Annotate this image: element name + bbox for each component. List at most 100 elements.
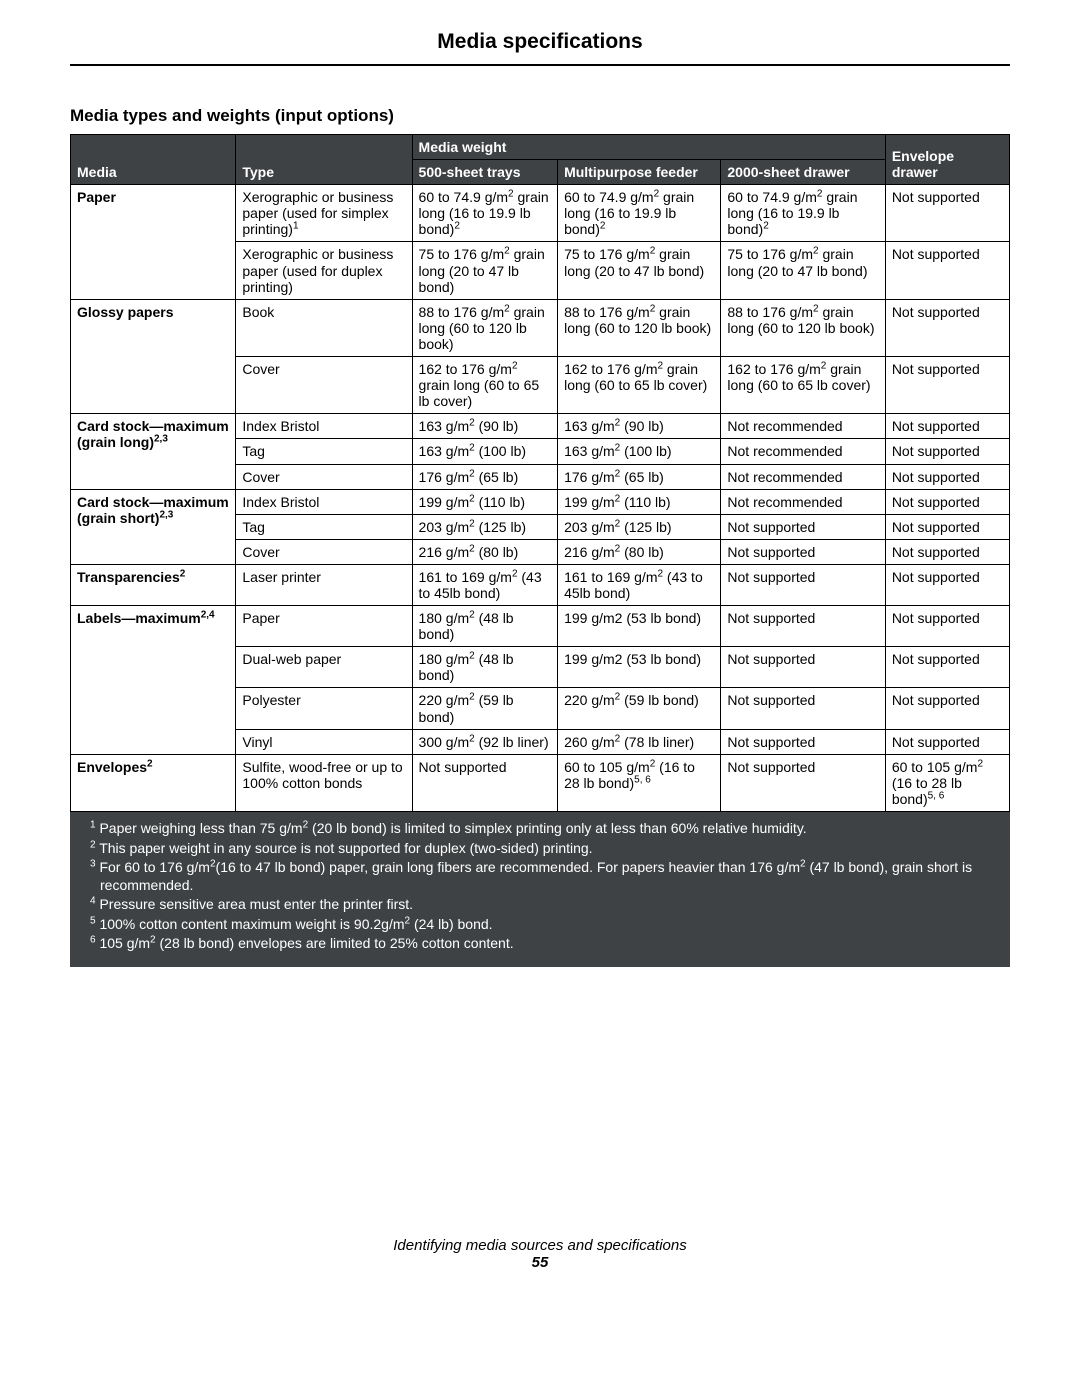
value-cell: Not supported	[721, 647, 885, 688]
media-cell: Card stock—maximum (grain long)2,3	[71, 414, 236, 489]
page-title: Media specifications	[70, 30, 1010, 66]
value-cell: 75 to 176 g/m2 grain long (20 to 47 lb b…	[412, 242, 558, 299]
col-type: Type	[236, 135, 412, 185]
value-cell: Not supported	[721, 606, 885, 647]
footnote: 5 100% cotton content maximum weight is …	[78, 916, 1002, 934]
value-cell: 300 g/m2 (92 lb liner)	[412, 729, 558, 754]
value-cell: 163 g/m2 (100 lb)	[558, 439, 721, 464]
type-cell: Vinyl	[236, 729, 412, 754]
media-cell: Transparencies2	[71, 564, 236, 605]
value-cell: Not supported	[721, 514, 885, 539]
value-cell: 161 to 169 g/m2 (43 to 45lb bond)	[412, 564, 558, 605]
type-cell: Xerographic or business paper (used for …	[236, 242, 412, 299]
value-cell: Not recommended	[721, 439, 885, 464]
value-cell: 162 to 176 g/m2 grain long (60 to 65 lb …	[721, 357, 885, 414]
page: Media specifications Media types and wei…	[0, 0, 1080, 1301]
value-cell: Not supported	[721, 564, 885, 605]
type-cell: Cover	[236, 464, 412, 489]
value-cell: 176 g/m2 (65 lb)	[412, 464, 558, 489]
table-row: PaperXerographic or business paper (used…	[71, 185, 1010, 242]
value-cell: Not supported	[721, 688, 885, 729]
value-cell: 60 to 74.9 g/m2 grain long (16 to 19.9 l…	[412, 185, 558, 242]
col-2000: 2000-sheet drawer	[721, 160, 885, 185]
page-number: 55	[70, 1254, 1010, 1271]
value-cell: Not recommended	[721, 414, 885, 439]
type-cell: Tag	[236, 514, 412, 539]
value-cell: 180 g/m2 (48 lb bond)	[412, 647, 558, 688]
footnotes: 1 Paper weighing less than 75 g/m2 (20 l…	[70, 812, 1010, 967]
value-cell: 216 g/m2 (80 lb)	[558, 539, 721, 564]
value-cell: 75 to 176 g/m2 grain long (20 to 47 lb b…	[558, 242, 721, 299]
value-cell: 260 g/m2 (78 lb liner)	[558, 729, 721, 754]
table-row: Card stock—maximum (grain short)2,3Index…	[71, 489, 1010, 514]
value-cell: Not supported	[885, 299, 1009, 356]
table-body: PaperXerographic or business paper (used…	[71, 185, 1010, 812]
value-cell: Not supported	[885, 464, 1009, 489]
value-cell: Not supported	[885, 539, 1009, 564]
type-cell: Cover	[236, 357, 412, 414]
value-cell: 162 to 176 g/m2 grain long (60 to 65 lb …	[558, 357, 721, 414]
value-cell: 88 to 176 g/m2 grain long (60 to 120 lb …	[721, 299, 885, 356]
value-cell: Not recommended	[721, 464, 885, 489]
value-cell: Not supported	[885, 242, 1009, 299]
value-cell: 60 to 105 g/m2 (16 to 28 lb bond)5, 6	[558, 754, 721, 811]
value-cell: 176 g/m2 (65 lb)	[558, 464, 721, 489]
value-cell: 88 to 176 g/m2 grain long (60 to 120 lb …	[412, 299, 558, 356]
footer-line: Identifying media sources and specificat…	[70, 1237, 1010, 1254]
value-cell: 199 g/m2 (53 lb bond)	[558, 606, 721, 647]
value-cell: 203 g/m2 (125 lb)	[558, 514, 721, 539]
value-cell: 163 g/m2 (100 lb)	[412, 439, 558, 464]
col-weight-group: Media weight	[412, 135, 885, 160]
value-cell: Not supported	[885, 729, 1009, 754]
value-cell: 216 g/m2 (80 lb)	[412, 539, 558, 564]
media-cell: Labels—maximum2,4	[71, 606, 236, 755]
value-cell: Not supported	[885, 514, 1009, 539]
value-cell: 60 to 105 g/m2 (16 to 28 lb bond)5, 6	[885, 754, 1009, 811]
value-cell: Not supported	[885, 185, 1009, 242]
type-cell: Tag	[236, 439, 412, 464]
value-cell: 203 g/m2 (125 lb)	[412, 514, 558, 539]
footnote: 6 105 g/m2 (28 lb bond) envelopes are li…	[78, 935, 1002, 953]
footnote: 3 For 60 to 176 g/m2(16 to 47 lb bond) p…	[78, 859, 1002, 894]
value-cell: 163 g/m2 (90 lb)	[412, 414, 558, 439]
col-multi: Multipurpose feeder	[558, 160, 721, 185]
value-cell: Not supported	[885, 414, 1009, 439]
col-envelope: Envelope drawer	[885, 135, 1009, 185]
footnote: 1 Paper weighing less than 75 g/m2 (20 l…	[78, 820, 1002, 838]
value-cell: 199 g/m2 (53 lb bond)	[558, 647, 721, 688]
value-cell: Not supported	[721, 539, 885, 564]
value-cell: Not supported	[885, 439, 1009, 464]
type-cell: Polyester	[236, 688, 412, 729]
type-cell: Laser printer	[236, 564, 412, 605]
col-media: Media	[71, 135, 236, 185]
value-cell: 163 g/m2 (90 lb)	[558, 414, 721, 439]
type-cell: Dual-web paper	[236, 647, 412, 688]
value-cell: 220 g/m2 (59 lb bond)	[412, 688, 558, 729]
table-row: Labels—maximum2,4Paper180 g/m2 (48 lb bo…	[71, 606, 1010, 647]
value-cell: Not supported	[885, 688, 1009, 729]
value-cell: 88 to 176 g/m2 grain long (60 to 120 lb …	[558, 299, 721, 356]
value-cell: Not recommended	[721, 489, 885, 514]
value-cell: Not supported	[885, 357, 1009, 414]
value-cell: Not supported	[885, 606, 1009, 647]
value-cell: 60 to 74.9 g/m2 grain long (16 to 19.9 l…	[558, 185, 721, 242]
table-row: Glossy papersBook88 to 176 g/m2 grain lo…	[71, 299, 1010, 356]
footnote: 2 This paper weight in any source is not…	[78, 840, 1002, 858]
value-cell: 75 to 176 g/m2 grain long (20 to 47 lb b…	[721, 242, 885, 299]
value-cell: Not supported	[412, 754, 558, 811]
table-row: Card stock—maximum (grain long)2,3Index …	[71, 414, 1010, 439]
spec-table: Media Type Media weight Envelope drawer …	[70, 134, 1010, 812]
value-cell: Not supported	[721, 729, 885, 754]
value-cell: 60 to 74.9 g/m2 grain long (16 to 19.9 l…	[721, 185, 885, 242]
media-cell: Envelopes2	[71, 754, 236, 811]
type-cell: Index Bristol	[236, 489, 412, 514]
value-cell: 162 to 176 g/m2 grain long (60 to 65 lb …	[412, 357, 558, 414]
type-cell: Index Bristol	[236, 414, 412, 439]
value-cell: 199 g/m2 (110 lb)	[412, 489, 558, 514]
value-cell: Not supported	[885, 489, 1009, 514]
value-cell: 180 g/m2 (48 lb bond)	[412, 606, 558, 647]
value-cell: Not supported	[885, 647, 1009, 688]
table-row: Transparencies2Laser printer161 to 169 g…	[71, 564, 1010, 605]
type-cell: Book	[236, 299, 412, 356]
media-cell: Paper	[71, 185, 236, 300]
